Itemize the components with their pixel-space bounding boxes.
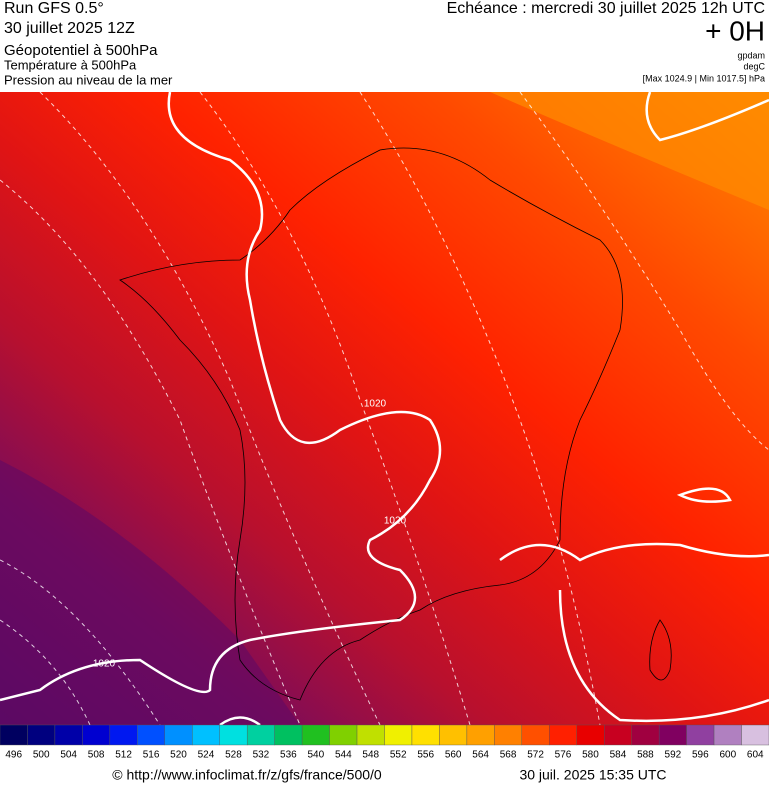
colorbar-label: 556: [417, 750, 434, 761]
colorbar-cell: [137, 724, 165, 746]
colorbar-label: 560: [445, 750, 462, 761]
colorbar-label: 496: [5, 750, 22, 761]
coastlines: [119, 147, 672, 701]
colorbar-cell: [686, 724, 715, 746]
colorbar-label: 576: [555, 750, 572, 761]
pressure: Pression au niveau de la mer: [4, 72, 173, 87]
colorbar-label: 528: [225, 750, 242, 761]
colorbar-cell: [301, 724, 330, 746]
colorbar-cell: [631, 724, 660, 746]
colorbar-cell: [494, 724, 523, 746]
cold-region: [0, 460, 300, 725]
colorbar-cell: [0, 724, 28, 746]
timestamp: 30 juil. 2025 15:35 UTC: [519, 767, 666, 783]
echeance: Echéance : mercredi 30 juillet 2025 12h …: [447, 0, 765, 17]
colorbar-label: 584: [610, 750, 627, 761]
colorbar-label: 588: [637, 750, 654, 761]
colorbar-label: 532: [253, 750, 270, 761]
colorbar-label: 552: [390, 750, 407, 761]
colorbar-label: 500: [33, 750, 50, 761]
colorbar: 496 500 504 508 512 516 520 524 528 532 536 540 544 5…: [0, 724, 769, 761]
map: 1020 1020 1020: [0, 91, 769, 727]
colorbar-cell: [549, 724, 577, 746]
colorbar-cell: [439, 724, 468, 746]
colorbar-cell: [54, 724, 83, 746]
isobar-label: 1020: [384, 516, 407, 527]
footer: © http://www.infoclimat.fr/z/gfs/france/…: [112, 767, 666, 783]
colorbar-cell: [219, 724, 248, 746]
colorbar-label: 568: [500, 750, 517, 761]
header: Run GFS 0.5° 30 juillet 2025 12Z Géopote…: [4, 0, 766, 87]
colorbar-cell: [411, 724, 440, 746]
colorbar-label: 516: [143, 750, 160, 761]
colorbar-label: 524: [198, 750, 215, 761]
colorbar-cell: [521, 724, 550, 746]
colorbar-cell: [246, 724, 275, 746]
colorbar-cell: [576, 724, 605, 746]
colorbar-cell: [384, 724, 413, 746]
colorbar-cell: [466, 724, 495, 746]
colorbar-cell: [604, 724, 632, 746]
colorbar-label: 548: [362, 750, 379, 761]
unit: gpdam: [737, 50, 765, 60]
isobar-label: 1020: [364, 399, 387, 410]
colorbar-cell: [82, 724, 111, 746]
colorbar-label: 536: [280, 750, 297, 761]
isobars: [0, 91, 769, 727]
colorbar-cell: [274, 724, 303, 746]
colorbar-cell: [27, 724, 56, 746]
warm-region: [490, 92, 769, 210]
source-url: © http://www.infoclimat.fr/z/gfs/france/…: [112, 767, 382, 783]
colorbar-cell: [713, 724, 742, 746]
colorbar-cell: [329, 724, 358, 746]
isobar-label: 1020: [93, 659, 116, 670]
colorbar-cell: [109, 724, 138, 746]
colorbar-label: 592: [665, 750, 682, 761]
run: Run GFS 0.5°: [4, 0, 104, 17]
colorbar-cell: [658, 724, 687, 746]
colorbar-label: 604: [747, 750, 764, 761]
run-date: 30 juillet 2025 12Z: [4, 20, 135, 37]
colorbar-label: 540: [307, 750, 324, 761]
colorbar-label: 572: [527, 750, 544, 761]
field: Géopotentiel à 500hPa: [4, 42, 158, 59]
colorbar-cell: [356, 724, 385, 746]
colorbar-label: 520: [170, 750, 187, 761]
unit: degC: [743, 61, 765, 71]
colorbar-cell: [192, 724, 220, 746]
colorbar-label: 564: [472, 750, 489, 761]
colorbar-label: 596: [692, 750, 709, 761]
colorbar-label: 600: [719, 750, 736, 761]
colorbar-cell: [164, 724, 193, 746]
colorbar-label: 512: [115, 750, 132, 761]
isotherms: [0, 91, 769, 726]
colorbar-cell: [741, 724, 769, 746]
colorbar-label: 508: [88, 750, 105, 761]
temperature: Température à 500hPa: [4, 57, 137, 72]
colorbar-label: 580: [582, 750, 599, 761]
colorbar-label: 544: [335, 750, 352, 761]
colorbar-label: 504: [60, 750, 77, 761]
offset: + 0H: [705, 15, 765, 46]
pressure-range: [Max 1024.9 | Min 1017.5] hPa: [643, 73, 765, 83]
